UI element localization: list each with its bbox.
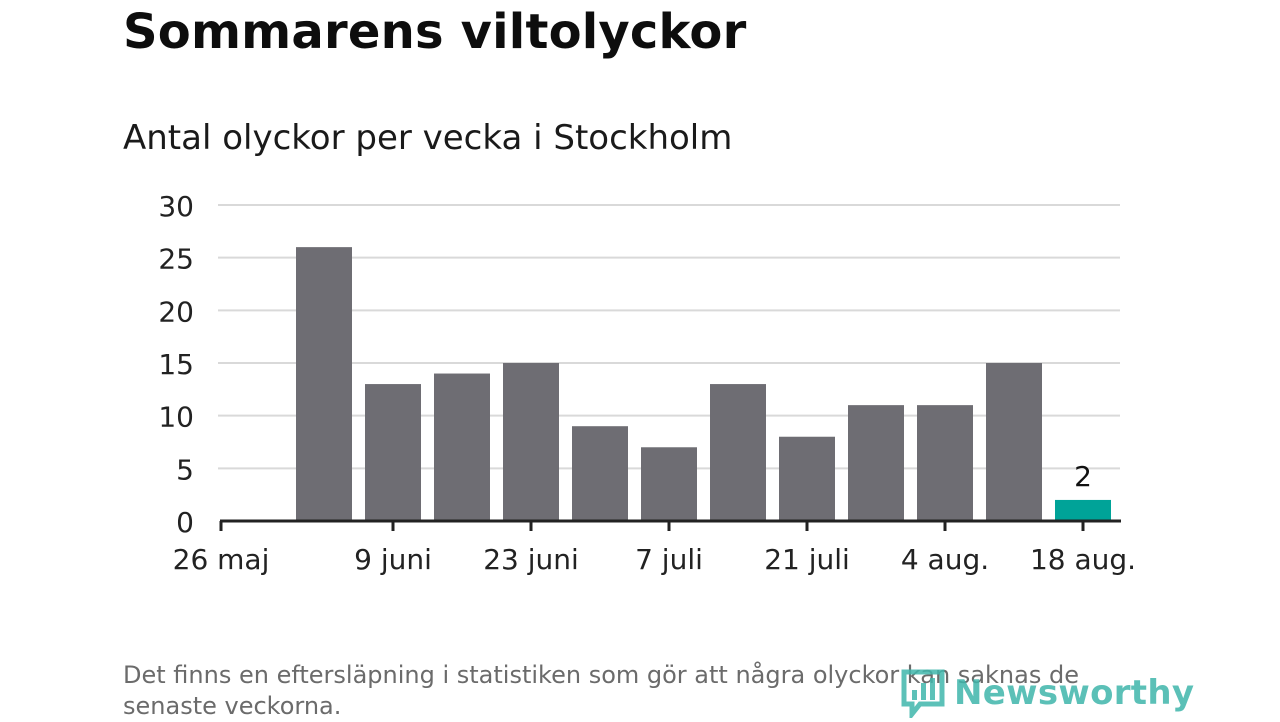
bar xyxy=(503,363,559,521)
x-tick-label: 26 maj xyxy=(173,543,270,576)
bar xyxy=(710,384,766,521)
x-tick-label: 7 juli xyxy=(635,543,703,576)
x-tick-label: 18 aug. xyxy=(1030,543,1136,576)
y-tick-label: 20 xyxy=(158,295,194,328)
x-tick-label: 23 juni xyxy=(483,543,579,576)
x-tick-label: 9 juni xyxy=(354,543,432,576)
brand-name: Newsworthy xyxy=(954,673,1195,713)
data-label: 2 xyxy=(1074,460,1092,493)
x-axis-ticks: 26 maj 9 juni 23 juni 7 juli 21 juli 4 aug. 18… xyxy=(173,521,1136,576)
y-axis-ticks: 0 5 10 15 20 25 30 xyxy=(158,190,194,539)
data-labels: 2 xyxy=(1074,460,1092,493)
y-tick-label: 15 xyxy=(158,348,194,381)
bar xyxy=(779,436,835,521)
bar xyxy=(1055,499,1111,521)
bar xyxy=(434,373,490,521)
bars xyxy=(296,247,1111,521)
bar xyxy=(572,426,628,521)
bar xyxy=(848,405,904,521)
chart-title: Sommarens viltolyckor xyxy=(123,4,747,60)
bar xyxy=(986,363,1042,521)
y-tick-label: 5 xyxy=(176,453,194,486)
y-tick-label: 30 xyxy=(158,190,194,223)
bar xyxy=(296,247,352,521)
chart-subtitle: Antal olyckor per vecka i Stockholm xyxy=(123,118,733,158)
bar xyxy=(917,405,973,521)
y-tick-label: 10 xyxy=(158,401,194,434)
newsworthy-logo-icon xyxy=(901,669,945,718)
y-tick-label: 25 xyxy=(158,243,194,276)
bar xyxy=(365,384,421,521)
x-tick-label: 21 juli xyxy=(764,543,850,576)
footnote: Det finns en eftersläpning i statistiken… xyxy=(123,661,1079,720)
gridlines xyxy=(218,204,1120,470)
brand-logo: Newsworthy xyxy=(900,668,1194,718)
y-tick-label: 0 xyxy=(176,506,194,539)
x-tick-label: 4 aug. xyxy=(901,543,989,576)
bar xyxy=(641,447,697,521)
